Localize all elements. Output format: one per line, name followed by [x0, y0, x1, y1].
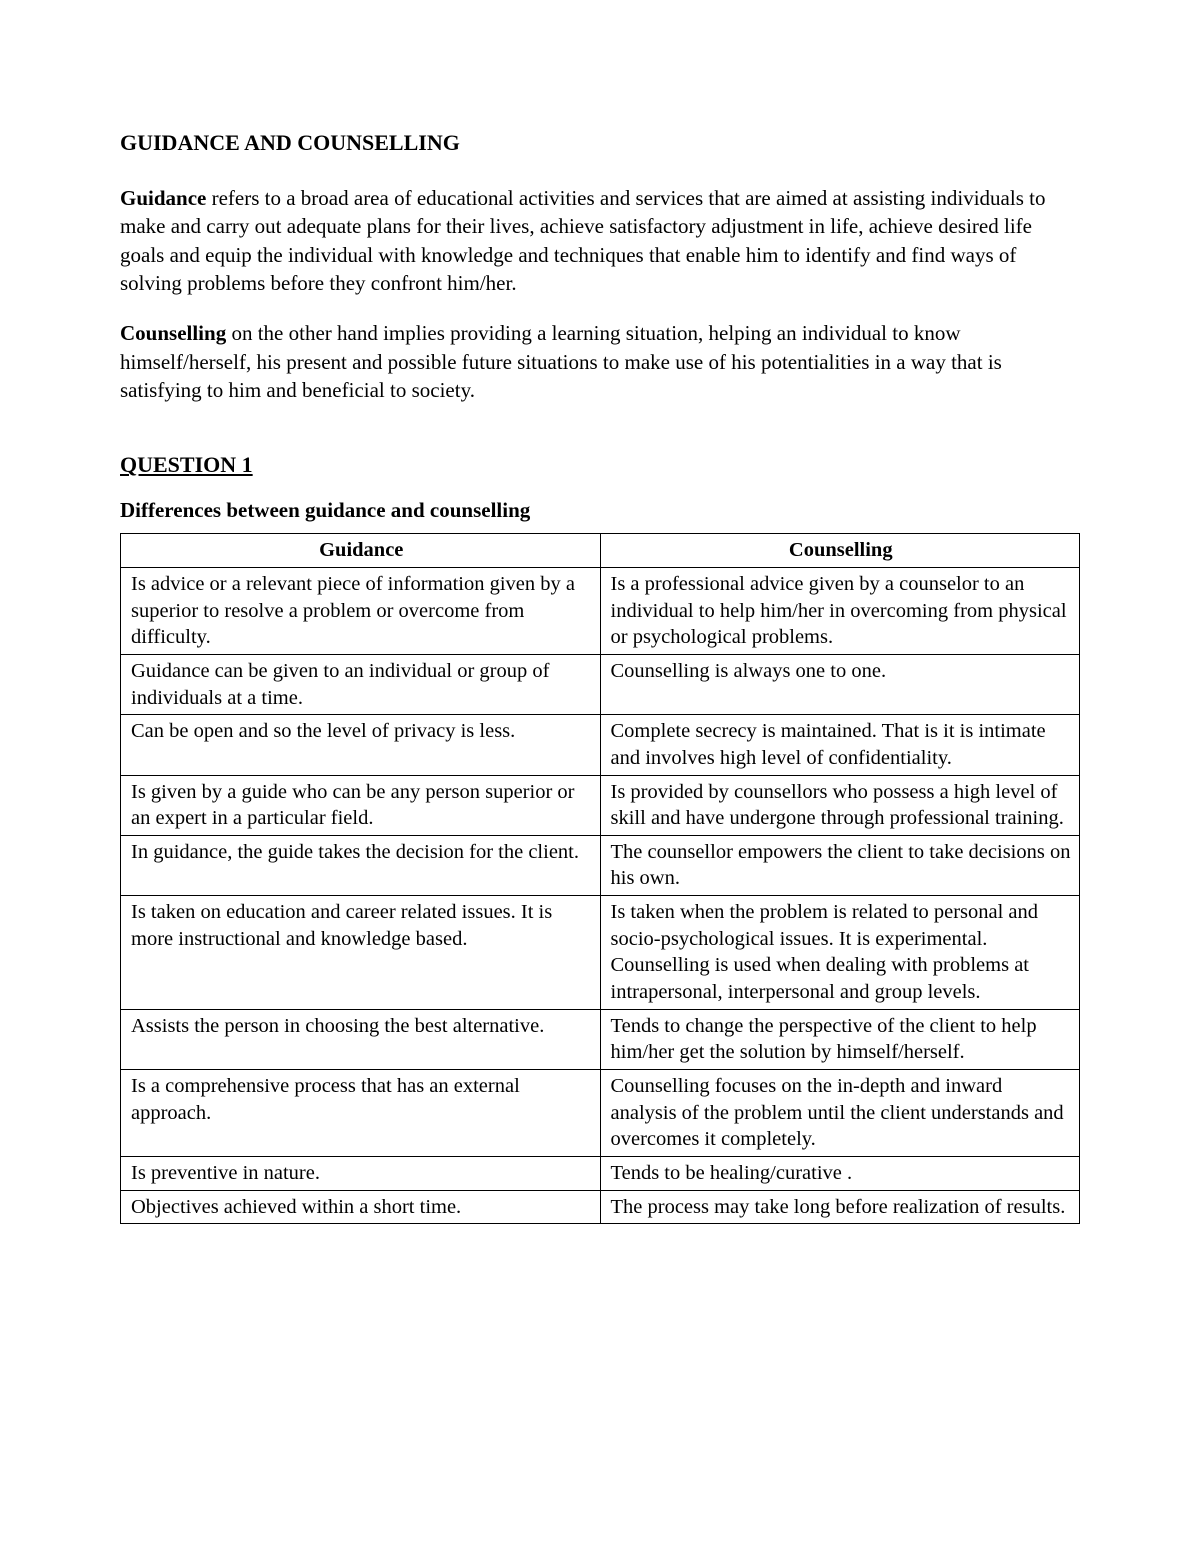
question-heading: QUESTION 1 [120, 452, 1080, 478]
lead-term-counselling: Counselling [120, 321, 226, 345]
table-row: In guidance, the guide takes the decisio… [121, 835, 1080, 895]
table-cell: Is advice or a relevant piece of informa… [121, 568, 601, 655]
table-cell: The process may take long before realiza… [600, 1190, 1080, 1224]
paragraph-text: on the other hand implies providing a le… [120, 321, 1002, 402]
table-cell: Is a professional advice given by a coun… [600, 568, 1080, 655]
paragraph-text: refers to a broad area of educational ac… [120, 186, 1045, 295]
table-cell: Tends to be healing/curative . [600, 1156, 1080, 1190]
table-cell: Is preventive in nature. [121, 1156, 601, 1190]
table-cell: Guidance can be given to an individual o… [121, 654, 601, 714]
table-cell: In guidance, the guide takes the decisio… [121, 835, 601, 895]
table-row: Guidance can be given to an individual o… [121, 654, 1080, 714]
table-cell: Objectives achieved within a short time. [121, 1190, 601, 1224]
table-row: Is given by a guide who can be any perso… [121, 775, 1080, 835]
differences-table: Guidance Counselling Is advice or a rele… [120, 533, 1080, 1224]
intro-paragraph-guidance: Guidance refers to a broad area of educa… [120, 184, 1080, 297]
table-row: Assists the person in choosing the best … [121, 1009, 1080, 1069]
table-header-counselling: Counselling [600, 534, 1080, 568]
table-cell: Is taken when the problem is related to … [600, 896, 1080, 1010]
table-cell: Is given by a guide who can be any perso… [121, 775, 601, 835]
table-row: Is taken on education and career related… [121, 896, 1080, 1010]
table-subheading: Differences between guidance and counsel… [120, 498, 1080, 523]
lead-term-guidance: Guidance [120, 186, 206, 210]
table-cell: Can be open and so the level of privacy … [121, 715, 601, 775]
table-row: Objectives achieved within a short time.… [121, 1190, 1080, 1224]
table-cell: Is a comprehensive process that has an e… [121, 1069, 601, 1156]
intro-paragraph-counselling: Counselling on the other hand implies pr… [120, 319, 1080, 404]
table-cell: The counsellor empowers the client to ta… [600, 835, 1080, 895]
table-row: Is a comprehensive process that has an e… [121, 1069, 1080, 1156]
table-row: Is advice or a relevant piece of informa… [121, 568, 1080, 655]
table-cell: Assists the person in choosing the best … [121, 1009, 601, 1069]
table-cell: Counselling focuses on the in-depth and … [600, 1069, 1080, 1156]
table-cell: Is provided by counsellors who possess a… [600, 775, 1080, 835]
table-row: Is preventive in nature. Tends to be hea… [121, 1156, 1080, 1190]
table-cell: Tends to change the perspective of the c… [600, 1009, 1080, 1069]
table-row: Can be open and so the level of privacy … [121, 715, 1080, 775]
table-cell: Complete secrecy is maintained. That is … [600, 715, 1080, 775]
document-page: GUIDANCE AND COUNSELLING Guidance refers… [0, 0, 1200, 1553]
table-cell: Is taken on education and career related… [121, 896, 601, 1010]
page-title: GUIDANCE AND COUNSELLING [120, 130, 1080, 156]
table-header-row: Guidance Counselling [121, 534, 1080, 568]
table-cell: Counselling is always one to one. [600, 654, 1080, 714]
table-header-guidance: Guidance [121, 534, 601, 568]
